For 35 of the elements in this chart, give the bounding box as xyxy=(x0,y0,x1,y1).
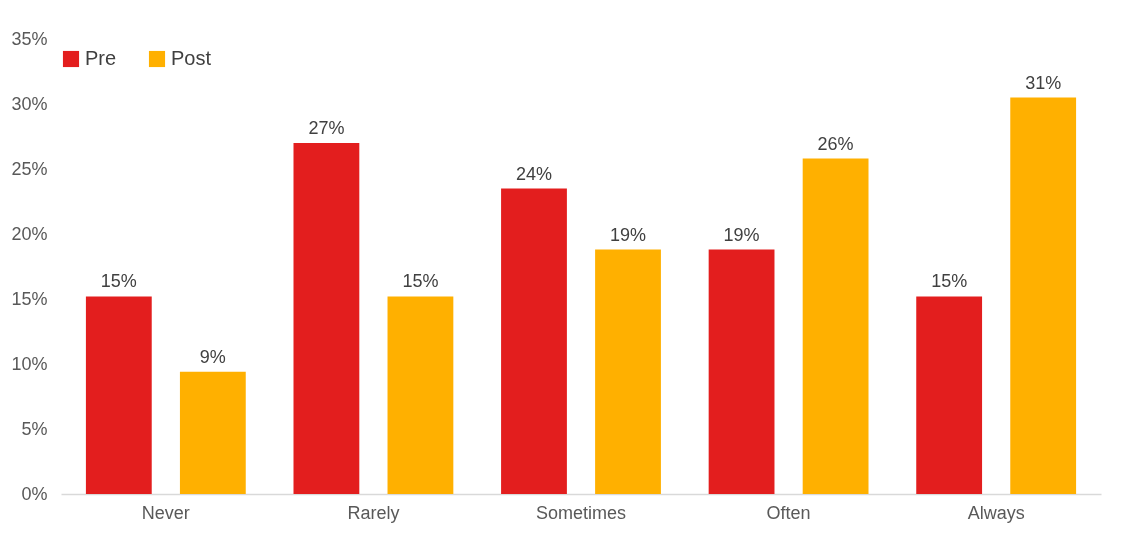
data-label: 19% xyxy=(610,224,647,245)
y-tick-label: 25% xyxy=(11,158,48,179)
bar xyxy=(387,296,454,494)
legend-label: Post xyxy=(171,47,212,69)
data-label: 26% xyxy=(817,133,854,154)
bar xyxy=(293,143,360,494)
bar xyxy=(179,371,246,494)
x-tick-label: Sometimes xyxy=(535,502,627,523)
data-label: 31% xyxy=(1025,72,1062,93)
bar xyxy=(802,158,869,494)
bar xyxy=(85,296,152,494)
x-tick-label: Never xyxy=(141,502,190,523)
x-tick-label: Often xyxy=(766,502,811,523)
bar xyxy=(1010,97,1077,494)
data-label: 9% xyxy=(199,346,226,367)
data-label: 15% xyxy=(402,271,439,292)
y-tick-label: 0% xyxy=(21,483,48,504)
y-tick-label: 35% xyxy=(11,28,48,49)
y-tick-label: 20% xyxy=(11,223,48,244)
data-label: 15% xyxy=(931,271,968,292)
bar xyxy=(595,249,661,494)
y-tick-label: 15% xyxy=(11,288,48,309)
bar xyxy=(708,249,775,494)
data-label: 15% xyxy=(100,271,137,292)
x-tick-label: Always xyxy=(967,502,1025,523)
data-label: 19% xyxy=(723,224,760,245)
bar xyxy=(916,296,983,494)
data-label: 24% xyxy=(515,163,552,184)
bar xyxy=(501,188,567,494)
y-tick-label: 30% xyxy=(11,93,48,114)
y-tick-label: 5% xyxy=(21,418,48,439)
x-tick-label: Rarely xyxy=(347,502,400,523)
data-label: 27% xyxy=(308,118,345,138)
y-tick-label: 10% xyxy=(11,353,48,374)
legend-label: Pre xyxy=(85,47,117,69)
